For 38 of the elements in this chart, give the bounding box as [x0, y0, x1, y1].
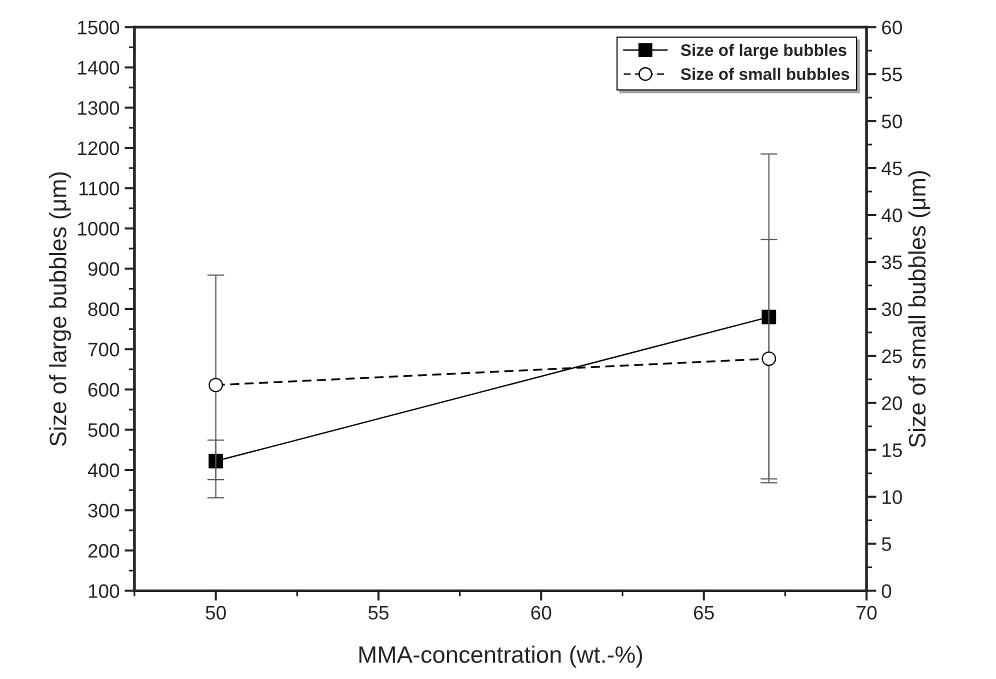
legend-label: Size of small bubbles	[680, 68, 850, 80]
y2-tick-label: 0	[882, 584, 892, 598]
y2-tick-label: 40	[882, 208, 902, 222]
y-tick-label: 200	[88, 544, 120, 558]
x-tick-label: 55	[368, 606, 388, 620]
y2-tick-label: 45	[882, 162, 902, 176]
y-tick-label: 300	[88, 504, 120, 518]
x-axis-title: MMA-concentration (wt.-%)	[359, 646, 642, 668]
y2-tick-label: 10	[882, 490, 902, 504]
legend-label: Size of large bubbles	[680, 44, 846, 60]
y-tick-label: 700	[88, 342, 120, 356]
y-tick-label: 1500	[78, 20, 120, 34]
y2-tick-label: 25	[882, 349, 902, 364]
y-tick-label: 800	[88, 302, 120, 316]
y-axis-title: Size of large bubbles (μm)	[49, 172, 72, 446]
y-tick-label: 1300	[78, 101, 120, 115]
y2-axis-title: Size of small bubbles (μm)	[908, 171, 930, 448]
y-tick-label: 400	[88, 463, 120, 478]
y-tick-label: 1000	[78, 222, 120, 236]
y-tick-label: 1200	[78, 141, 120, 156]
y-tick-label: 1100	[80, 182, 120, 196]
y2-tick-label: 30	[882, 302, 902, 316]
y-tick-label: 1400	[78, 60, 120, 75]
y2-tick-label: 5	[882, 537, 892, 552]
y2-tick-label: 15	[882, 444, 902, 458]
y-tick-label: 100	[88, 584, 120, 598]
x-tick-label: 65	[694, 606, 714, 620]
y2-tick-label: 60	[882, 20, 902, 34]
x-tick-label: 50	[206, 606, 226, 620]
y2-tick-label: 35	[882, 255, 902, 270]
y-tick-label: 600	[88, 382, 120, 397]
y2-tick-label: 55	[882, 68, 902, 82]
y2-tick-label: 50	[882, 114, 902, 128]
x-tick-label: 70	[856, 606, 877, 620]
y-tick-label: 500	[88, 423, 120, 437]
x-tick-label: 60	[531, 606, 552, 620]
y-tick-label: 900	[88, 262, 120, 276]
y2-tick-label: 20	[882, 396, 902, 410]
